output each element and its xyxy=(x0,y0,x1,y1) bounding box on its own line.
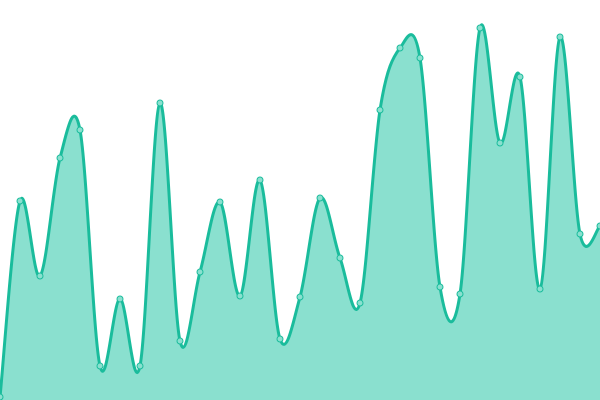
data-point-7 xyxy=(136,362,144,370)
data-point-24 xyxy=(476,24,484,32)
data-point-8 xyxy=(156,99,164,107)
data-point-28 xyxy=(556,33,564,41)
data-point-1 xyxy=(16,197,24,205)
data-point-27 xyxy=(536,285,544,293)
data-point-29 xyxy=(576,230,584,238)
series-line xyxy=(0,23,600,398)
data-point-2 xyxy=(36,272,44,280)
data-point-4 xyxy=(76,126,84,134)
data-point-30 xyxy=(596,222,600,230)
data-point-19 xyxy=(376,106,384,114)
data-point-10 xyxy=(196,268,204,276)
data-point-22 xyxy=(436,283,444,291)
data-point-14 xyxy=(276,335,284,343)
data-point-12 xyxy=(236,292,244,300)
area-fill xyxy=(0,24,600,400)
data-point-0 xyxy=(0,393,4,400)
data-point-15 xyxy=(296,293,304,301)
data-point-26 xyxy=(516,73,524,81)
data-point-21 xyxy=(416,54,424,62)
data-point-9 xyxy=(176,337,184,345)
data-point-13 xyxy=(256,176,264,184)
data-point-6 xyxy=(116,295,124,303)
data-point-16 xyxy=(316,194,324,202)
data-point-5 xyxy=(96,362,104,370)
data-point-17 xyxy=(336,254,344,262)
data-markers xyxy=(0,24,600,400)
data-point-23 xyxy=(456,290,464,298)
data-point-3 xyxy=(56,154,64,162)
data-point-20 xyxy=(396,44,404,52)
data-point-11 xyxy=(216,198,224,206)
data-point-25 xyxy=(496,139,504,147)
data-point-18 xyxy=(356,299,364,307)
